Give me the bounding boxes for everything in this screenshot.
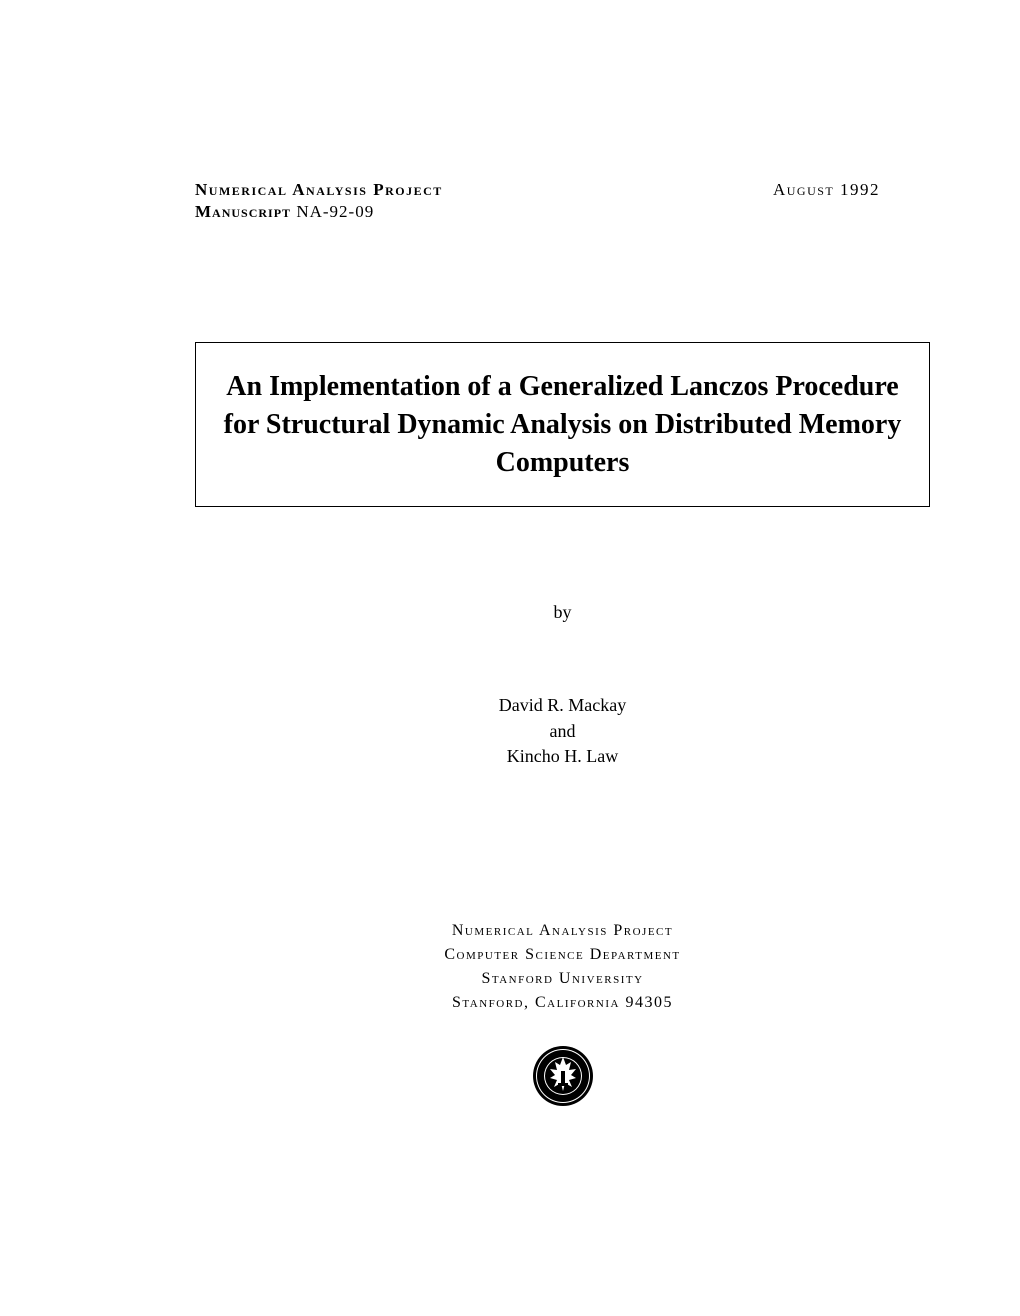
author-and: and [195,719,930,744]
institution-line-1: Numerical Analysis Project [195,919,930,943]
manuscript-label: Manuscript [195,202,291,221]
institution-line-3: Stanford University [195,967,930,991]
title-box: An Implementation of a Generalized Lancz… [195,342,930,507]
project-name: Numerical Analysis Project [195,180,443,200]
paper-title: An Implementation of a Generalized Lancz… [216,368,909,481]
header-left: Numerical Analysis Project Manuscript NA… [195,180,443,222]
stanford-seal-icon [532,1045,594,1107]
authors-section: David R. Mackay and Kincho H. Law [195,693,930,769]
author-1: David R. Mackay [195,693,930,718]
manuscript-number: NA-92-09 [296,202,374,221]
institution-section: Numerical Analysis Project Computer Scie… [195,919,930,1015]
by-label: by [195,602,930,623]
header-row: Numerical Analysis Project Manuscript NA… [195,180,930,222]
institution-line-4: Stanford, California 94305 [195,991,930,1015]
page-container: Numerical Analysis Project Manuscript NA… [0,0,1020,1316]
date: August 1992 [773,180,930,222]
author-2: Kincho H. Law [195,744,930,769]
manuscript-line: Manuscript NA-92-09 [195,202,443,222]
institution-line-2: Computer Science Department [195,943,930,967]
